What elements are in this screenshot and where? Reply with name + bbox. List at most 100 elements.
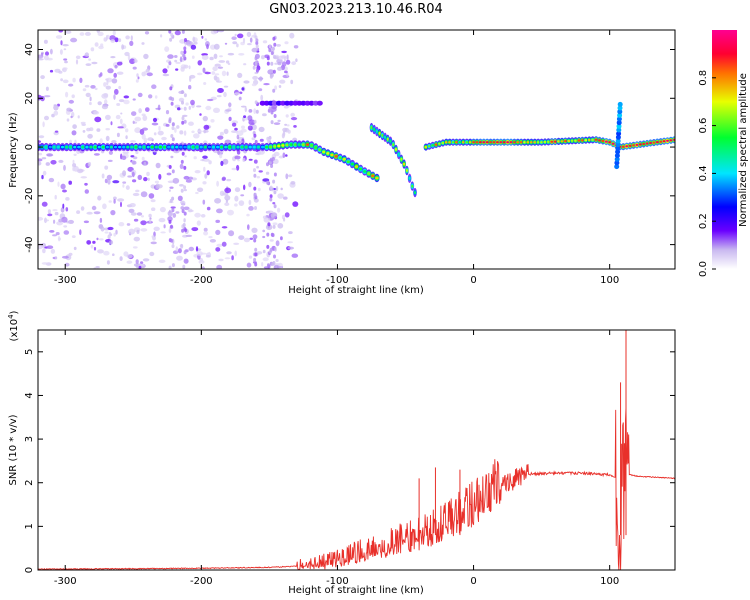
spectral-core (655, 141, 659, 144)
noise-speckle (68, 180, 72, 185)
noise-speckle (190, 99, 195, 106)
spectral-core (649, 141, 652, 145)
noise-speckle (131, 171, 135, 178)
noise-speckle (55, 232, 60, 236)
noise-speckle (288, 231, 293, 235)
noise-speckle (215, 229, 221, 235)
spectral-core (183, 145, 187, 149)
spectral-core (642, 142, 646, 146)
spectral-core (389, 139, 392, 143)
noise-speckle (198, 260, 205, 264)
noise-speckle (120, 112, 123, 115)
noise-speckle (153, 226, 160, 231)
noise-speckle (253, 186, 257, 191)
noise-speckle (99, 138, 103, 144)
noise-speckle (161, 136, 167, 141)
noise-speckle (145, 68, 150, 73)
noise-speckle (268, 135, 272, 140)
noise-speckle (184, 38, 187, 42)
noise-speckle (203, 166, 206, 172)
noise-speckle (215, 76, 220, 83)
spectrogram-y-ticks: -40 -20 0 20 40 (24, 43, 675, 253)
spectral-core (550, 140, 554, 143)
noise-speckle (87, 133, 93, 139)
noise-speckle (238, 200, 245, 207)
noise-speckle (215, 247, 221, 252)
noise-speckle (254, 100, 258, 105)
noise-speckle (155, 107, 162, 110)
noise-speckle (129, 58, 136, 65)
noise-speckle (125, 185, 130, 190)
colorbar-tick-label: 0.8 (698, 70, 709, 86)
spectral-core (540, 141, 543, 144)
noise-speckle (101, 93, 109, 99)
noise-speckle (201, 158, 205, 162)
noise-speckle (243, 184, 246, 191)
spectral-core (281, 144, 285, 147)
noise-speckle (267, 69, 275, 75)
spectral-core (85, 145, 89, 149)
noise-speckle (121, 44, 124, 50)
noise-speckle (270, 110, 274, 115)
noise-speckle (168, 189, 171, 192)
noise-speckle (251, 83, 257, 87)
noise-speckle (293, 125, 297, 128)
spectral-core (244, 145, 248, 149)
noise-speckle (38, 216, 44, 221)
spectral-core (628, 144, 632, 147)
noise-speckle (234, 187, 241, 193)
noise-speckle (180, 107, 183, 110)
noise-speckle (247, 43, 252, 46)
noise-speckle (185, 234, 193, 237)
spectral-core (526, 141, 530, 144)
x-tick-label: 0 (470, 576, 476, 587)
noise-speckle (283, 105, 289, 109)
spectral-core (530, 141, 533, 144)
noise-speckle (248, 109, 253, 113)
noise-speckle (233, 242, 240, 245)
noise-speckle (290, 112, 296, 117)
noise-speckle (55, 35, 63, 39)
noise-speckle (193, 41, 198, 45)
noise-speckle (262, 40, 268, 44)
noise-speckle (132, 98, 136, 101)
noise-speckle (120, 201, 122, 208)
noise-speckle (217, 66, 224, 69)
noise-speckle (214, 198, 222, 204)
colorbar-gradient (712, 30, 737, 269)
noise-speckle (94, 116, 102, 123)
noise-speckle (221, 226, 228, 229)
noise-speckle (116, 71, 124, 75)
spectral-core (375, 130, 378, 133)
noise-speckle (113, 94, 116, 100)
noise-speckle (112, 30, 116, 36)
spectral-core (381, 134, 384, 137)
noise-speckle (38, 152, 43, 156)
noise-speckle (136, 229, 140, 234)
noise-speckle (162, 73, 170, 77)
spectral-core (560, 140, 564, 143)
noise-speckle (204, 38, 208, 41)
noise-speckle (60, 78, 63, 82)
y-tick-label: -40 (24, 236, 35, 252)
noise-speckle (189, 76, 192, 82)
noise-speckle (254, 206, 257, 210)
noise-speckle (163, 224, 166, 229)
noise-speckle (274, 62, 278, 65)
noise-speckle (249, 237, 254, 240)
noise-speckle (59, 49, 63, 55)
noise-speckle (158, 259, 166, 263)
noise-speckle (70, 115, 73, 119)
noise-speckle (293, 45, 299, 49)
noise-speckle (191, 130, 195, 134)
y-tick-label: 0 (24, 567, 35, 573)
noise-speckle (268, 44, 272, 49)
spectral-core (662, 140, 666, 143)
spectral-core (516, 141, 520, 144)
noise-speckle (271, 100, 278, 106)
noise-speckle (65, 207, 69, 212)
noise-speckle (113, 196, 117, 200)
spectral-core (408, 176, 411, 180)
noise-speckle (266, 232, 270, 237)
noise-speckle (52, 234, 57, 237)
